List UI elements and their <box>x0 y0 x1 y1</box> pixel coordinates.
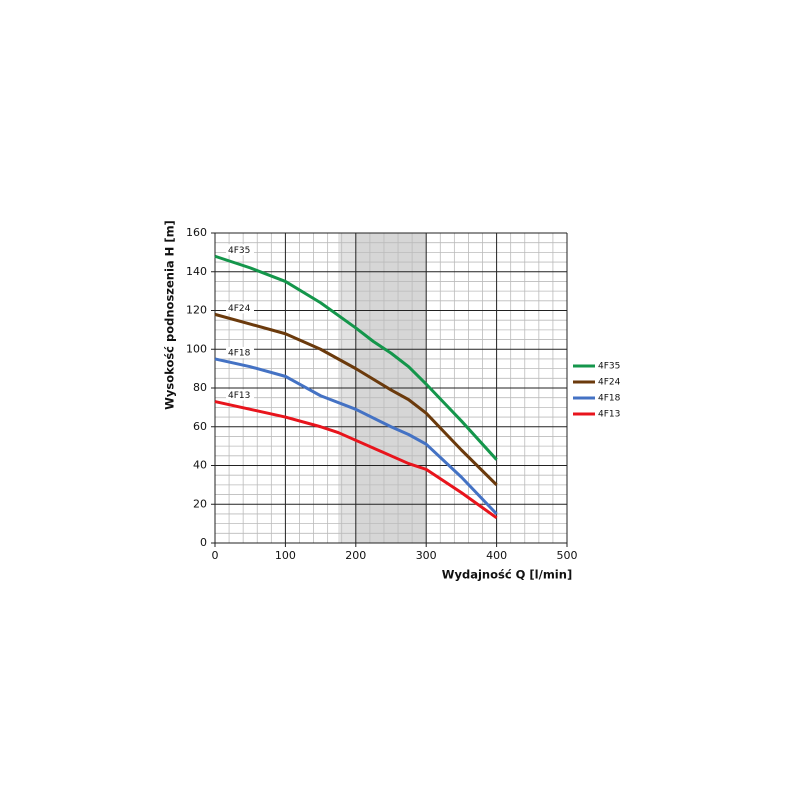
y-axis-title: Wysokość podnoszenia H [m] <box>163 220 177 410</box>
x-tick-label: 100 <box>275 549 296 562</box>
y-tick-label: 20 <box>193 497 207 510</box>
series-line <box>214 400 498 520</box>
y-tick-label: 0 <box>200 536 207 549</box>
legend-label: 4F18 <box>598 394 621 404</box>
label-bg <box>226 346 254 358</box>
y-tick-label: 160 <box>186 226 207 239</box>
series-line <box>214 357 498 515</box>
x-tick-label: 400 <box>486 549 507 562</box>
legend-label: 4F13 <box>598 410 620 420</box>
legend-label: 4F35 <box>598 362 620 372</box>
legend-label: 4F24 <box>598 378 621 388</box>
x-tick-label: 0 <box>212 549 219 562</box>
x-tick-label: 200 <box>345 549 366 562</box>
y-tick-label: 40 <box>193 459 207 472</box>
x-axis-title: Wydajność Q [l/min] <box>442 568 572 582</box>
y-tick-label: 80 <box>193 381 207 394</box>
series-label: 4F13 <box>228 391 250 401</box>
series-line <box>214 312 498 486</box>
series-line <box>214 254 498 461</box>
label-bg <box>226 244 254 256</box>
x-tick-label: 300 <box>416 549 437 562</box>
series-label: 4F18 <box>228 348 251 358</box>
series-label: 4F35 <box>228 246 250 256</box>
y-tick-label: 120 <box>186 304 207 317</box>
y-tick-label: 100 <box>186 342 207 355</box>
series-label: 4F24 <box>228 304 251 314</box>
x-tick-label: 500 <box>557 549 578 562</box>
label-bg <box>226 389 254 401</box>
y-tick-label: 60 <box>193 420 207 433</box>
y-tick-label: 140 <box>186 265 207 278</box>
label-bg <box>226 302 254 314</box>
